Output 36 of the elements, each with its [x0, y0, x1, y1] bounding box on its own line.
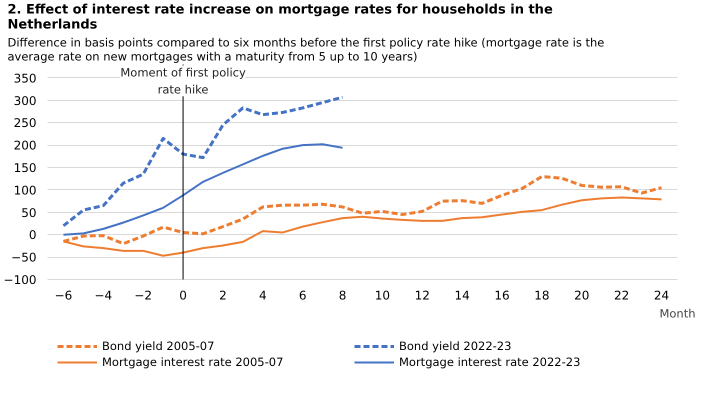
x-tick-label: 6: [298, 288, 307, 302]
y-tick-label: −100: [4, 273, 37, 287]
x-tick-label: 20: [574, 288, 590, 302]
chart-subtitle: Difference in basis points compared to six months before the first policy rate hike (mortgage rate is the average rate on new mortgages with a maturity from 5 up to 10 years): [8, 36, 604, 64]
line-series: [62, 96, 344, 228]
line-series: [62, 143, 344, 236]
x-tick-label: 0: [179, 288, 187, 302]
x-tick-label: 12: [414, 288, 430, 302]
y-tick-label: 250: [14, 116, 36, 130]
x-tick-label: −2: [134, 288, 152, 302]
x-axis-title: Month: [659, 306, 696, 320]
chart-title: 2. Effect of interest rate increase on mortgage rates for households in the Netherlands: [8, 2, 553, 32]
y-tick-label: 350: [14, 71, 36, 86]
y-tick-label: 200: [14, 138, 36, 153]
x-tick-label: 4: [259, 288, 267, 302]
y-tick-label: 0: [28, 228, 37, 242]
ref-line-label: Moment of first policy rate hike: [120, 66, 246, 96]
x-tick-label: 18: [534, 288, 550, 302]
x-tick-label: −4: [94, 288, 112, 302]
x-tick-label: −6: [54, 288, 72, 302]
y-tick-label: 100: [14, 183, 36, 198]
x-tick-label: 2: [219, 288, 227, 302]
x-tick-label: 10: [374, 288, 390, 302]
legend-label: Bond yield 2022-23: [399, 339, 512, 353]
y-tick-label: −50: [11, 250, 37, 265]
y-tick-label: 150: [14, 161, 36, 176]
legend-label: Mortgage interest rate 2005-07: [102, 355, 284, 369]
legend-label: Mortgage interest rate 2022-23: [399, 355, 582, 369]
y-tick-label: 50: [21, 206, 37, 220]
x-tick-label: 22: [614, 288, 630, 302]
x-tick-label: 24: [654, 288, 670, 302]
y-tick-label: 300: [14, 94, 36, 108]
x-tick-label: 16: [494, 288, 510, 302]
legend-label: Bond yield 2005-07: [102, 339, 216, 353]
x-tick-label: 8: [338, 288, 346, 302]
x-tick-label: 14: [454, 288, 470, 302]
